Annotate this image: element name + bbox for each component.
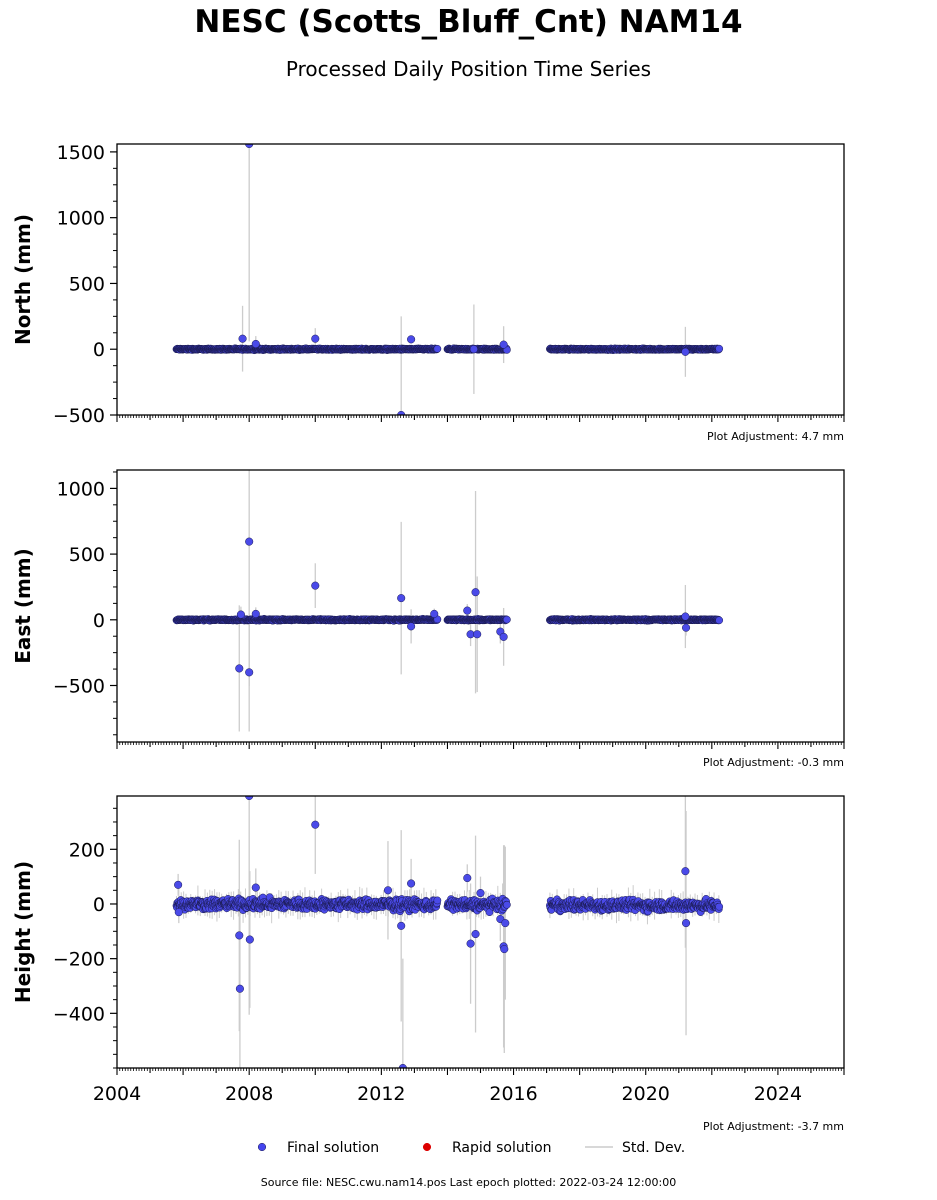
final-solution-points xyxy=(172,537,724,677)
data-point xyxy=(433,344,442,353)
data-point xyxy=(245,668,254,677)
final-solution-points xyxy=(172,796,724,1068)
plot-area xyxy=(172,796,724,1068)
data-point xyxy=(469,345,478,354)
plot-area xyxy=(172,470,724,732)
data-point xyxy=(463,606,472,615)
plot-area xyxy=(172,144,724,415)
data-point xyxy=(485,908,494,917)
data-point xyxy=(471,588,480,597)
y-tick-label: −500 xyxy=(53,405,105,427)
data-point xyxy=(245,144,254,149)
time-series-chart: −500 0 500 1000 1500 North (mm) Plot Adjustmen… xyxy=(11,142,845,1156)
data-point xyxy=(499,340,508,349)
plot-adjustment: Plot Adjustment: 4.7 mm xyxy=(707,430,844,443)
stddev-bars xyxy=(175,470,720,732)
y-axis-label: East (mm) xyxy=(11,548,35,664)
data-point xyxy=(397,410,406,415)
data-point xyxy=(473,630,482,639)
data-point xyxy=(238,334,247,343)
chart-subtitle: Processed Daily Position Time Series xyxy=(285,57,652,81)
stddev-bars xyxy=(175,144,720,415)
data-point xyxy=(433,896,442,905)
stddev-bars xyxy=(175,796,720,1068)
data-point xyxy=(311,334,320,343)
y-axis-label: North (mm) xyxy=(11,214,35,345)
data-point xyxy=(251,609,260,618)
data-point xyxy=(715,344,724,353)
data-point xyxy=(681,347,690,356)
data-point xyxy=(397,594,406,603)
data-point xyxy=(311,581,320,590)
y-tick-label: 1000 xyxy=(57,478,105,500)
plot-adjustment: Plot Adjustment: -0.3 mm xyxy=(703,756,844,769)
y-tick-label: −500 xyxy=(53,675,105,697)
y-tick-label: 1000 xyxy=(57,208,105,230)
y-tick-label: 500 xyxy=(69,544,105,566)
data-point xyxy=(235,664,244,673)
data-point xyxy=(407,622,416,631)
data-point xyxy=(430,609,439,618)
y-tick-label: 500 xyxy=(69,273,105,295)
data-point xyxy=(715,616,724,625)
panel-east: −500 0 500 1000 East (mm) Plot Adjustment: -0… xyxy=(11,469,845,769)
plot-frame xyxy=(116,469,845,743)
y-tick-label: 0 xyxy=(93,610,105,632)
data-point xyxy=(681,612,690,621)
data-point xyxy=(407,335,416,344)
y-tick-label: 1500 xyxy=(57,142,105,164)
data-point xyxy=(503,900,511,909)
data-point xyxy=(236,610,245,619)
data-point xyxy=(245,537,254,546)
data-point xyxy=(251,339,260,349)
data-point xyxy=(503,615,511,624)
data-point xyxy=(499,632,508,641)
final-solution-points xyxy=(172,144,724,415)
panel-north: −500 0 500 1000 1500 North (mm) Plot Adjustmen… xyxy=(11,142,845,443)
data-point xyxy=(681,623,691,632)
y-tick-label: 0 xyxy=(93,339,105,361)
chart-title: NESC (Scotts_Bluff_Cnt) NAM14 xyxy=(194,4,743,40)
plot-frame xyxy=(116,143,845,416)
